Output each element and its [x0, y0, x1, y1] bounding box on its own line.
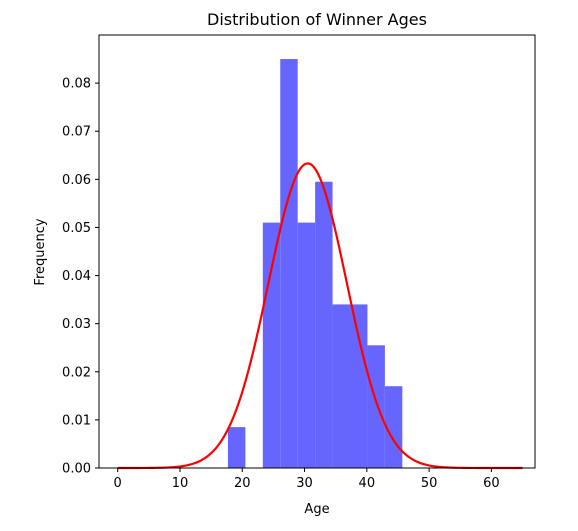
x-tick-label: 20	[234, 476, 251, 491]
histogram-bars	[227, 59, 403, 469]
y-axis-label: Frequency	[33, 218, 48, 285]
chart-title: Distribution of Winner Ages	[207, 10, 427, 29]
y-tick-label: 0.00	[62, 462, 91, 477]
y-tick-label: 0.01	[62, 413, 91, 428]
x-tick-label: 10	[172, 476, 189, 491]
histogram-bar	[280, 59, 298, 469]
y-tick-label: 0.08	[62, 77, 91, 92]
histogram-bar	[297, 222, 316, 468]
histogram-bar	[262, 222, 281, 468]
y-tick-label: 0.02	[62, 365, 91, 380]
y-tick-label: 0.03	[62, 317, 91, 332]
x-tick-label: 50	[421, 476, 438, 491]
x-tick-label: 40	[359, 476, 376, 491]
histogram-bar	[350, 304, 368, 468]
y-tick-label: 0.05	[62, 221, 91, 236]
y-tick-label: 0.04	[62, 269, 91, 284]
x-tick-label: 30	[296, 476, 313, 491]
y-tick-label: 0.07	[62, 125, 91, 140]
histogram-bar	[367, 345, 385, 468]
histogram-bar	[227, 427, 246, 468]
y-axis-ticks: 0.00 0.01 0.02 0.03 0.04 0.05 0.06 0.07 0.08	[62, 77, 99, 477]
plot-frame	[98, 34, 536, 469]
y-tick-label: 0.06	[62, 173, 91, 188]
x-tick-label: 60	[483, 476, 500, 491]
x-axis-label: Age	[304, 502, 329, 517]
histogram-bar	[332, 304, 351, 468]
x-tick-label: 0	[114, 476, 122, 491]
x-axis-ticks: 0 10 20 30 40 50 60	[114, 468, 500, 491]
histogram-bar	[315, 181, 333, 468]
